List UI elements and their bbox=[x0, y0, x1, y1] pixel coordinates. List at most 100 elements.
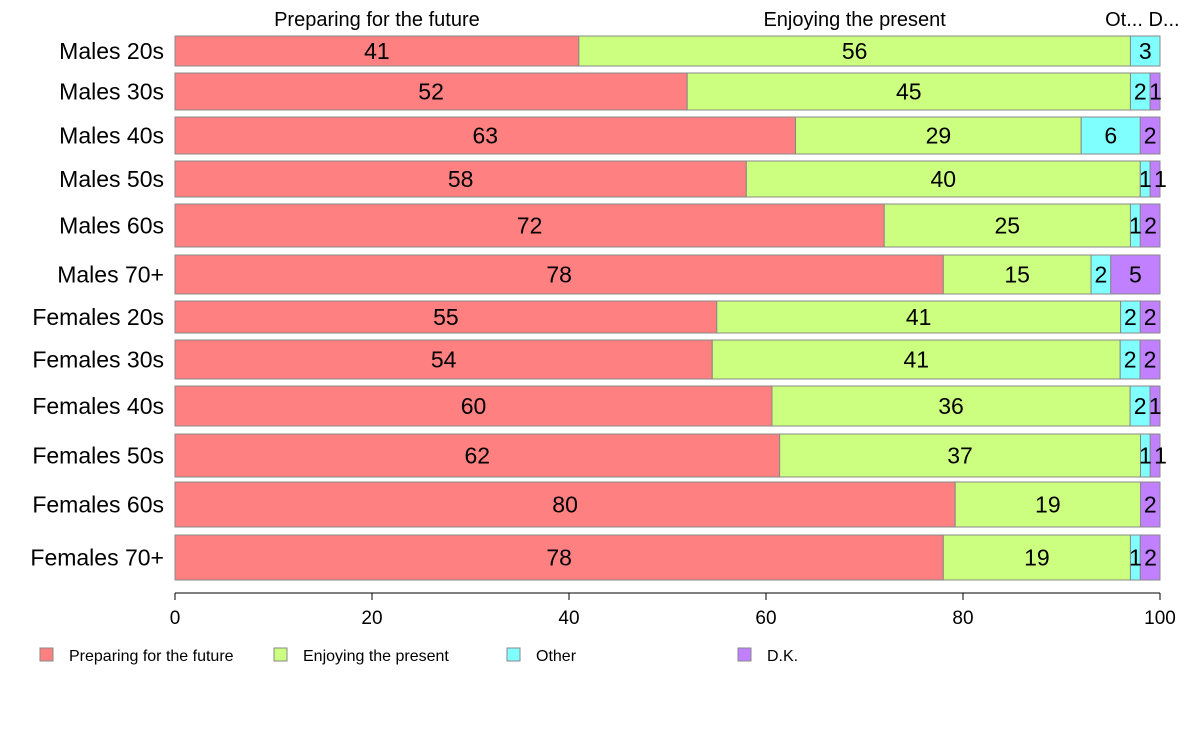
data-label: 56 bbox=[842, 38, 868, 64]
bar-segment bbox=[942, 254, 1092, 295]
bar-segment bbox=[779, 433, 1141, 478]
bar-segment bbox=[716, 300, 1122, 334]
data-label: 6 bbox=[1104, 123, 1117, 149]
data-label: 80 bbox=[552, 492, 578, 518]
bar-segment bbox=[686, 72, 1131, 111]
top-series-label: D... bbox=[1148, 9, 1179, 31]
x-tick-label: 40 bbox=[558, 608, 579, 629]
data-label: 29 bbox=[926, 123, 952, 149]
category-label: Females 20s bbox=[32, 304, 164, 330]
bar-segment bbox=[745, 160, 1141, 198]
legend-label: Enjoying the present bbox=[303, 648, 449, 665]
bar-segment bbox=[174, 203, 885, 248]
legend-label: D.K. bbox=[767, 648, 798, 665]
data-label: 62 bbox=[465, 443, 491, 469]
bar-segment bbox=[1080, 116, 1141, 155]
bar-segment bbox=[771, 385, 1131, 427]
category-label: Males 70+ bbox=[57, 262, 164, 288]
data-label: 40 bbox=[931, 166, 957, 192]
bar-segment bbox=[795, 116, 1082, 155]
bar-segment bbox=[174, 35, 580, 67]
legend-label: Preparing for the future bbox=[69, 648, 234, 665]
bar-segment bbox=[174, 481, 956, 528]
bar-segment bbox=[1139, 203, 1161, 248]
top-series-label: Enjoying the present bbox=[763, 9, 946, 31]
category-label: Males 40s bbox=[59, 123, 164, 149]
x-tick-label: 100 bbox=[1144, 608, 1176, 629]
bar-segment bbox=[1139, 339, 1161, 380]
top-series-label: Preparing for the future bbox=[274, 9, 480, 31]
legend-swatch bbox=[273, 647, 288, 662]
data-label: 1 bbox=[1129, 545, 1142, 571]
data-label: 63 bbox=[472, 123, 498, 149]
category-label: Females 50s bbox=[32, 443, 164, 469]
bar-segment bbox=[711, 339, 1121, 380]
bar-segment bbox=[1110, 254, 1161, 295]
category-label: Females 70+ bbox=[30, 545, 164, 571]
bar-segment bbox=[1139, 534, 1161, 581]
data-label: 1 bbox=[1139, 443, 1152, 469]
legend-label: Other bbox=[536, 648, 577, 665]
x-tick-label: 80 bbox=[952, 608, 973, 629]
data-label: 15 bbox=[1004, 262, 1030, 288]
data-label: 2 bbox=[1144, 492, 1157, 518]
data-label: 1 bbox=[1149, 393, 1162, 419]
bar-segment bbox=[174, 116, 797, 155]
data-label: 2 bbox=[1124, 304, 1137, 330]
data-label: 2 bbox=[1144, 304, 1157, 330]
data-label: 2 bbox=[1134, 79, 1147, 105]
legend-swatch bbox=[737, 647, 752, 662]
data-label: 45 bbox=[896, 79, 922, 105]
category-label: Males 20s bbox=[59, 38, 164, 64]
category-label: Males 60s bbox=[59, 213, 164, 239]
data-label: 2 bbox=[1144, 545, 1157, 571]
category-label: Females 30s bbox=[32, 347, 164, 373]
data-label: 2 bbox=[1144, 213, 1157, 239]
data-label: 1 bbox=[1129, 213, 1142, 239]
bar-segment bbox=[1149, 72, 1161, 111]
bar-segment bbox=[942, 534, 1131, 581]
category-label: Males 30s bbox=[59, 79, 164, 105]
data-label: 52 bbox=[418, 79, 444, 105]
data-label: 58 bbox=[448, 166, 474, 192]
legend-swatch bbox=[506, 647, 521, 662]
bar-segment bbox=[174, 433, 781, 478]
bar-segment bbox=[174, 385, 773, 427]
category-label: Males 50s bbox=[59, 166, 164, 192]
legend-swatch bbox=[39, 647, 54, 662]
top-series-label: Ot... bbox=[1105, 9, 1143, 31]
data-label: 1 bbox=[1139, 166, 1152, 192]
bar-segment bbox=[1139, 116, 1161, 155]
data-label: 55 bbox=[433, 304, 459, 330]
bar-segment bbox=[174, 300, 718, 334]
data-label: 36 bbox=[938, 393, 964, 419]
x-tick-label: 0 bbox=[170, 608, 181, 629]
data-label: 78 bbox=[546, 545, 572, 571]
data-label: 25 bbox=[995, 213, 1021, 239]
bar-segment bbox=[1129, 35, 1161, 67]
bar-segment bbox=[174, 534, 944, 581]
bar-segment bbox=[174, 72, 688, 111]
data-label: 2 bbox=[1134, 393, 1147, 419]
data-label: 2 bbox=[1124, 347, 1137, 373]
bar-segment bbox=[174, 254, 944, 295]
data-label: 78 bbox=[546, 262, 572, 288]
bar-segment bbox=[1139, 481, 1161, 528]
data-label: 72 bbox=[517, 213, 543, 239]
bar-segment bbox=[1139, 300, 1161, 334]
bar-segment bbox=[1149, 385, 1161, 427]
data-label: 41 bbox=[364, 38, 390, 64]
data-label: 2 bbox=[1144, 123, 1157, 149]
data-label: 5 bbox=[1129, 262, 1142, 288]
x-tick-label: 60 bbox=[755, 608, 776, 629]
data-label: 19 bbox=[1035, 492, 1061, 518]
bar-segment bbox=[578, 35, 1131, 67]
data-label: 2 bbox=[1144, 347, 1157, 373]
data-label: 1 bbox=[1154, 443, 1167, 469]
data-label: 54 bbox=[431, 347, 457, 373]
data-label: 3 bbox=[1139, 38, 1152, 64]
data-label: 2 bbox=[1095, 262, 1108, 288]
data-label: 19 bbox=[1024, 545, 1050, 571]
